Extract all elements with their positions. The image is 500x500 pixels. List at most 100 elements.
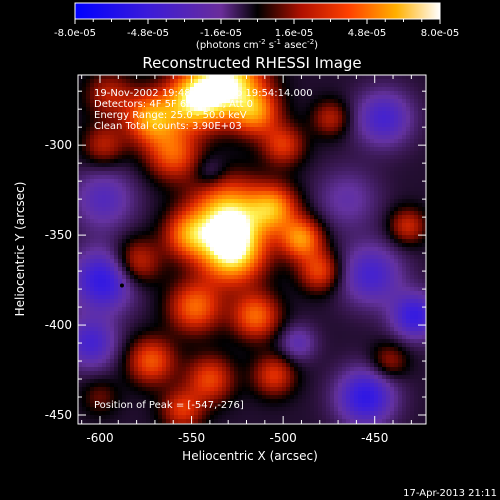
heatmap-cell xyxy=(222,207,226,211)
heatmap-cell xyxy=(346,155,350,159)
heatmap-cell xyxy=(166,75,170,79)
heatmap-cell xyxy=(406,179,410,183)
heatmap-cell xyxy=(246,151,250,155)
heatmap-cell xyxy=(422,155,426,159)
heatmap-cell xyxy=(234,271,238,275)
heatmap-cell xyxy=(242,195,246,199)
heatmap-cell xyxy=(422,275,426,279)
heatmap-cell xyxy=(330,295,334,299)
heatmap-cell xyxy=(134,247,138,251)
heatmap-cell xyxy=(258,203,262,207)
heatmap-cell xyxy=(294,115,298,119)
heatmap-cell xyxy=(258,263,262,267)
heatmap-cell xyxy=(154,231,158,235)
heatmap-cell xyxy=(282,75,286,79)
heatmap-cell xyxy=(326,279,330,283)
heatmap-cell xyxy=(222,191,226,195)
heatmap-cell xyxy=(374,179,378,183)
heatmap-cell xyxy=(354,215,358,219)
heatmap-cell xyxy=(358,211,362,215)
heatmap-cell xyxy=(110,139,114,143)
heatmap-cell xyxy=(362,95,366,99)
heatmap-cell xyxy=(86,151,90,155)
heatmap-cell xyxy=(134,159,138,163)
heatmap-cell xyxy=(214,135,218,139)
heatmap-cell xyxy=(378,99,382,103)
heatmap-cell xyxy=(162,227,166,231)
heatmap-cell xyxy=(110,283,114,287)
heatmap-cell xyxy=(310,75,314,79)
heatmap-cell xyxy=(334,135,338,139)
heatmap-cell xyxy=(350,223,354,227)
heatmap-cell xyxy=(414,79,418,83)
heatmap-cell xyxy=(386,195,390,199)
heatmap-cell xyxy=(142,123,146,127)
heatmap-cell xyxy=(390,115,394,119)
heatmap-cell xyxy=(294,167,298,171)
heatmap-cell xyxy=(174,259,178,263)
heatmap-cell xyxy=(142,219,146,223)
heatmap-cell xyxy=(218,83,222,87)
heatmap-cell xyxy=(126,111,130,115)
heatmap-cell xyxy=(178,231,182,235)
heatmap-cell xyxy=(178,127,182,131)
heatmap-cell xyxy=(234,111,238,115)
heatmap-cell xyxy=(262,247,266,251)
heatmap-cell xyxy=(390,171,394,175)
heatmap-cell xyxy=(226,267,230,271)
heatmap-cell xyxy=(414,263,418,267)
heatmap-cell xyxy=(198,87,202,91)
heatmap-cell xyxy=(102,83,106,87)
heatmap-cell xyxy=(358,203,362,207)
heatmap-cell xyxy=(298,275,302,279)
heatmap-cell xyxy=(230,115,234,119)
heatmap-cell xyxy=(366,175,370,179)
heatmap-cell xyxy=(150,131,154,135)
heatmap-cell xyxy=(334,187,338,191)
heatmap-cell xyxy=(146,139,150,143)
heatmap-cell xyxy=(270,163,274,167)
heatmap-cell xyxy=(178,247,182,251)
heatmap-cell xyxy=(174,127,178,131)
heatmap-cell xyxy=(406,115,410,119)
heatmap-cell xyxy=(402,163,406,167)
heatmap-cell xyxy=(94,111,98,115)
heatmap-cell xyxy=(410,291,414,295)
heatmap-cell xyxy=(346,171,350,175)
heatmap-cell xyxy=(102,99,106,103)
heatmap-cell xyxy=(114,163,118,167)
heatmap-cell xyxy=(298,211,302,215)
heatmap-cell xyxy=(386,163,390,167)
heatmap-cell xyxy=(398,175,402,179)
heatmap-cell xyxy=(250,187,254,191)
heatmap-cell xyxy=(158,147,162,151)
heatmap-cell xyxy=(86,147,90,151)
heatmap-cell xyxy=(142,103,146,107)
heatmap-cell xyxy=(90,111,94,115)
heatmap-cell xyxy=(198,219,202,223)
heatmap-cell xyxy=(302,255,306,259)
heatmap-cell xyxy=(382,123,386,127)
heatmap-cell xyxy=(398,143,402,147)
heatmap-cell xyxy=(94,91,98,95)
heatmap-cell xyxy=(86,99,90,103)
heatmap-cell xyxy=(314,295,318,299)
heatmap-cell xyxy=(414,227,418,231)
heatmap-cell xyxy=(326,195,330,199)
heatmap-cell xyxy=(78,283,82,287)
heatmap-cell xyxy=(278,111,282,115)
heatmap-cell xyxy=(194,211,198,215)
heatmap-cell xyxy=(326,231,330,235)
heatmap-cell xyxy=(186,231,190,235)
heatmap-cell xyxy=(258,207,262,211)
heatmap-cell xyxy=(222,139,226,143)
heatmap-cell xyxy=(414,215,418,219)
heatmap-cell xyxy=(374,191,378,195)
heatmap-cell xyxy=(318,239,322,243)
heatmap-cell xyxy=(322,139,326,143)
heatmap-cell xyxy=(154,203,158,207)
heatmap-cell xyxy=(346,91,350,95)
heatmap-cell xyxy=(218,263,222,267)
heatmap-cell xyxy=(110,119,114,123)
heatmap-cell xyxy=(142,295,146,299)
